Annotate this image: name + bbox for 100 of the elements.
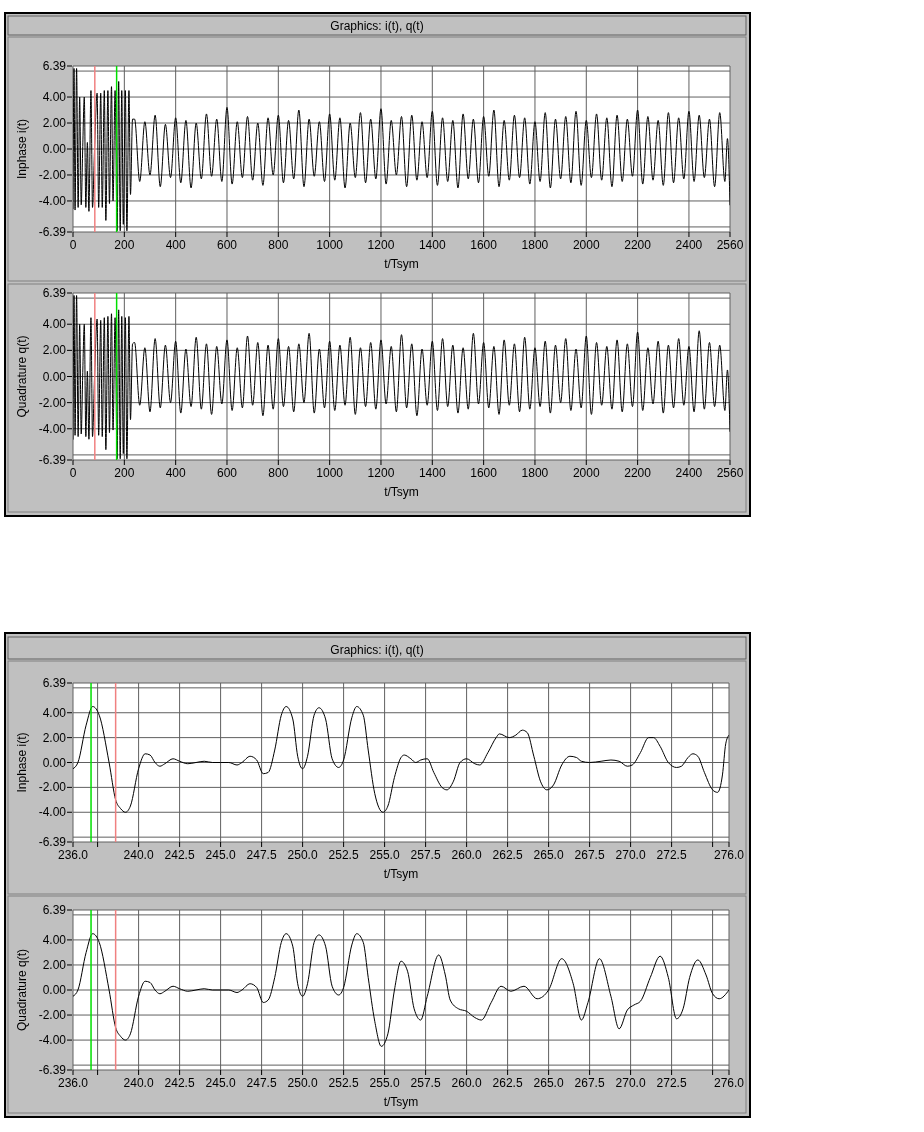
y-tick-label: 2.00 (42, 957, 67, 972)
x-tick-label: 260.0 (451, 848, 482, 862)
y-axis-title: Quadrature q(t) (15, 335, 29, 418)
y-tick-label: -4.00 (38, 805, 67, 820)
x-tick-label: 1800 (521, 466, 549, 480)
y-tick-label: 2.00 (42, 343, 67, 358)
y-tick-label: -2.00 (38, 780, 67, 795)
x-tick-label: 0 (69, 466, 77, 480)
y-tick-label: 0.00 (42, 983, 67, 997)
x-tick-label: 240.0 (123, 848, 154, 862)
y-tick-label: 6.39 (42, 676, 67, 690)
x-tick-label: 250.0 (287, 848, 318, 862)
y-tick-label: 0.00 (42, 142, 67, 156)
y-tick-label: -6.39 (38, 225, 67, 239)
x-tick-label: 236.0 (57, 848, 89, 862)
x-tick-label: 272.5 (656, 848, 687, 862)
chart-title: Graphics: i(t), q(t) (330, 643, 424, 657)
x-tick-label: 242.5 (164, 1076, 195, 1090)
x-tick-label: 260.0 (451, 1076, 482, 1090)
y-tick-label: 4.00 (42, 317, 67, 332)
x-tick-label: 272.5 (656, 1076, 687, 1090)
x-tick-label: 265.0 (533, 1076, 564, 1090)
x-tick-label: 2000 (572, 466, 600, 480)
y-tick-label: -6.39 (38, 835, 67, 849)
x-tick-label: 1600 (470, 466, 498, 480)
x-tick-label: 800 (268, 466, 289, 480)
x-tick-label: 1000 (316, 466, 344, 480)
x-tick-label: 240.0 (123, 1076, 154, 1090)
y-tick-label: -6.39 (38, 1063, 67, 1077)
x-tick-label: 250.0 (287, 1076, 318, 1090)
line-series (73, 706, 729, 813)
x-tick-label: 257.5 (410, 848, 441, 862)
x-tick-label: 236.0 (57, 1076, 89, 1090)
y-tick-label: -4.00 (38, 193, 67, 208)
x-tick-label: 2400 (675, 238, 703, 252)
y-tick-label: 2.00 (42, 730, 67, 745)
x-tick-label: 247.5 (246, 848, 277, 862)
x-tick-label: 2400 (675, 466, 703, 480)
x-axis-title: t/Tsym (384, 485, 419, 499)
y-tick-label: 6.39 (42, 59, 67, 73)
x-tick-label: 1200 (367, 238, 395, 252)
y-tick-label: 4.00 (42, 90, 67, 105)
x-tick-label: 270.0 (615, 848, 646, 862)
y-tick-label: 4.00 (42, 932, 67, 947)
x-tick-label: 252.5 (328, 848, 359, 862)
y-tick-label: 0.00 (42, 755, 67, 770)
x-tick-label: 255.0 (369, 1076, 400, 1090)
y-tick-label: -2.00 (38, 1008, 67, 1023)
x-tick-label: 2200 (624, 238, 652, 252)
x-tick-label: 2200 (624, 466, 652, 480)
x-tick-label: 200 (114, 238, 135, 252)
x-tick-label: 270.0 (615, 1076, 646, 1090)
y-tick-label: -4.00 (38, 1033, 67, 1048)
chart-title: Graphics: i(t), q(t) (330, 19, 424, 33)
x-tick-label: 1800 (521, 238, 549, 252)
x-tick-label: 276.0 (713, 848, 745, 862)
x-tick-label: 1600 (470, 238, 498, 252)
y-tick-label: -2.00 (38, 167, 67, 182)
x-tick-label: 2000 (572, 238, 600, 252)
y-tick-label: 4.00 (42, 705, 67, 720)
x-tick-label: 242.5 (164, 848, 195, 862)
x-tick-label: 800 (268, 238, 289, 252)
x-tick-label: 276.0 (713, 1076, 745, 1090)
y-axis-title: Inphase i(t) (15, 732, 29, 793)
y-tick-label: 6.39 (42, 286, 67, 300)
x-tick-label: 1400 (418, 466, 446, 480)
y-tick-label: 0.00 (42, 369, 67, 384)
x-tick-label: 1200 (367, 466, 395, 480)
x-tick-label: 2560 (716, 238, 744, 252)
x-tick-label: 600 (216, 466, 238, 480)
y-axis-title: Quadrature q(t) (15, 948, 29, 1032)
x-tick-label: 267.5 (574, 1076, 605, 1090)
y-tick-label: 6.39 (42, 903, 67, 917)
y-tick-label: -4.00 (38, 421, 67, 436)
x-axis-title: t/Tsym (383, 867, 419, 881)
x-tick-label: 267.5 (574, 848, 605, 862)
x-tick-label: 400 (165, 466, 186, 480)
x-tick-label: 245.0 (205, 848, 236, 862)
x-tick-label: 262.5 (492, 1076, 523, 1090)
x-tick-label: 265.0 (533, 848, 564, 862)
x-tick-label: 245.0 (205, 1076, 236, 1090)
x-tick-label: 400 (165, 238, 186, 252)
x-tick-label: 200 (114, 466, 135, 480)
x-tick-label: 255.0 (369, 848, 400, 862)
x-axis-title: t/Tsym (384, 257, 419, 271)
y-tick-label: -6.39 (38, 453, 67, 467)
x-tick-label: 262.5 (492, 848, 523, 862)
x-tick-label: 257.5 (410, 1076, 441, 1090)
x-tick-label: 1000 (316, 238, 344, 252)
x-tick-label: 0 (69, 238, 77, 252)
x-tick-label: 247.5 (246, 1076, 277, 1090)
x-tick-label: 600 (216, 238, 238, 252)
x-tick-label: 252.5 (328, 1076, 359, 1090)
y-axis-title: Inphase i(t) (15, 118, 29, 180)
y-tick-label: 2.00 (42, 116, 67, 131)
line-series (73, 933, 729, 1047)
x-tick-label: 1400 (418, 238, 446, 252)
x-tick-label: 2560 (716, 466, 744, 480)
x-axis-title: t/Tsym (383, 1095, 419, 1109)
y-tick-label: -2.00 (38, 395, 67, 410)
